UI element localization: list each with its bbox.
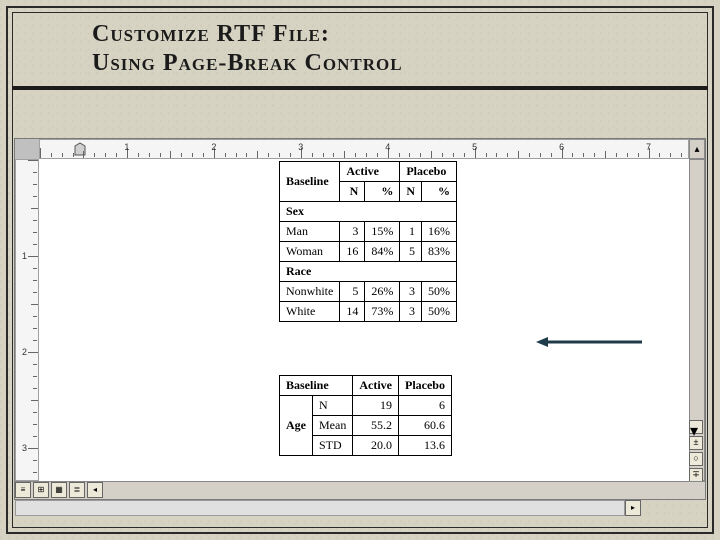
t1-r1-n1: 3 [340,222,365,242]
t2-r1-stat: N [313,396,353,416]
t1-header-placebo: Placebo [400,162,457,182]
t2-r2-v1: 55.2 [353,416,399,436]
next-page-icon[interactable]: ∓ [689,468,703,482]
view-outline-icon[interactable]: ≣ [69,482,85,498]
t1-r4-p1: 73% [365,302,400,322]
t1-r2-n2: 5 [400,242,422,262]
t2-r3-stat: STD [313,436,353,456]
t1-sub-n1: N [340,182,365,202]
table-baseline-1: Baseline Active Placebo N % N % Sex Man … [279,161,457,322]
t1-r2-label: Woman [280,242,340,262]
t1-r2-n1: 16 [340,242,365,262]
view-print-icon[interactable]: ▦ [51,482,67,498]
table-baseline-2: Baseline Active Placebo Age N 19 6 Mean … [279,375,452,456]
browse-object-icon[interactable]: ○ [689,452,703,466]
vruler-num: 3 [22,443,27,453]
prev-page-icon[interactable]: ± [689,436,703,450]
t2-r2-stat: Mean [313,416,353,436]
t1-r2-p1: 84% [365,242,400,262]
hruler-num: 6 [559,142,564,152]
t1-r4-n1: 14 [340,302,365,322]
t1-r3-label: Nonwhite [280,282,340,302]
vertical-scrollbar[interactable]: ▾ ± ○ ∓ [689,159,705,481]
t2-header-active: Active [353,376,399,396]
t2-r1-v1: 19 [353,396,399,416]
view-web-icon[interactable]: ⊞ [33,482,49,498]
table-row: Age N 19 6 [280,396,452,416]
word-editor-window: 1 2 3 4 5 6 7 ▴ 1 2 3 Baseline Active Placebo N … [14,138,706,500]
hruler-num: 2 [211,142,216,152]
table-row: White 14 73% 3 50% [280,302,457,322]
t2-r2-v2: 60.6 [398,416,451,436]
t1-r1-p2: 16% [422,222,457,242]
hruler-num: 1 [124,142,129,152]
hruler-num: 3 [298,142,303,152]
t2-r1-v2: 6 [398,396,451,416]
t1-r3-n2: 3 [400,282,422,302]
t1-r1-p1: 15% [365,222,400,242]
page-break-arrow-icon [534,335,644,349]
table-row: Nonwhite 5 26% 3 50% [280,282,457,302]
table-row: Woman 16 84% 5 83% [280,242,457,262]
t1-r1-n2: 1 [400,222,422,242]
t2-sec-age: Age [280,396,313,456]
t1-r1-label: Man [280,222,340,242]
title-line-1: Customize RTF File: [92,20,403,49]
vruler-num: 2 [22,347,27,357]
t1-r4-p2: 50% [422,302,457,322]
view-normal-icon[interactable]: ≡ [15,482,31,498]
vruler-num: 1 [22,251,27,261]
t2-r3-v2: 13.6 [398,436,451,456]
title-underline [12,86,708,90]
t1-sub-p2: % [422,182,457,202]
scroll-right-icon[interactable]: ▸ [625,500,641,516]
title-line-2: Using Page-Break Control [92,49,403,78]
document-page: Baseline Active Placebo N % N % Sex Man … [39,159,689,481]
t1-header-active: Active [340,162,400,182]
t1-r2-p2: 83% [422,242,457,262]
scroll-left-icon[interactable]: ◂ [87,482,103,498]
horizontal-scrollbar[interactable]: ≡⊞▦≣◂▸ [15,481,705,499]
hscroll-track[interactable] [15,500,625,516]
t2-header-baseline: Baseline [280,376,353,396]
t1-r3-p1: 26% [365,282,400,302]
t1-sec-race: Race [280,262,457,282]
t1-sub-n2: N [400,182,422,202]
t1-r4-n2: 3 [400,302,422,322]
t2-header-placebo: Placebo [398,376,451,396]
slide-title: Customize RTF File: Using Page-Break Con… [92,20,403,78]
hruler-num: 4 [385,142,390,152]
t1-header-baseline: Baseline [280,162,340,202]
t1-r4-label: White [280,302,340,322]
scroll-down-icon[interactable]: ▾ [689,420,703,434]
hruler-num: 5 [472,142,477,152]
t1-r3-p2: 50% [422,282,457,302]
t1-sub-p1: % [365,182,400,202]
horizontal-ruler[interactable]: 1 2 3 4 5 6 7 [39,139,689,159]
vertical-ruler[interactable]: 1 2 3 [15,159,39,481]
t1-r3-n1: 5 [340,282,365,302]
t1-sec-sex: Sex [280,202,457,222]
hruler-num: 7 [646,142,651,152]
t2-r3-v1: 20.0 [353,436,399,456]
scroll-up-button[interactable]: ▴ [689,139,705,159]
table-row: Man 3 15% 1 16% [280,222,457,242]
